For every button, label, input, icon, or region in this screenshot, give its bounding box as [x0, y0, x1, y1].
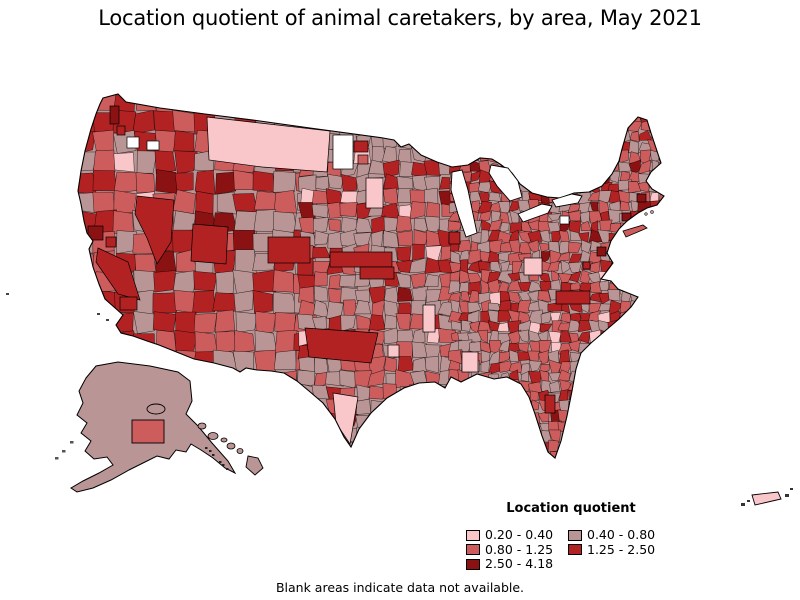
legend-item: 0.80 - 1.25 — [466, 541, 568, 558]
legend-swatch-bin2 — [568, 529, 582, 541]
legend-swatch-bin5 — [466, 558, 480, 570]
legend-label: 0.40 - 0.80 — [587, 527, 656, 543]
legend-item: 0.20 - 0.40 — [466, 528, 568, 543]
legend-label: 2.50 - 4.18 — [485, 556, 554, 572]
legend-label: 1.25 - 2.50 — [587, 541, 656, 557]
legend-swatch-bin4 — [568, 544, 582, 556]
hawaii — [197, 422, 264, 476]
figure-title: Location quotient of animal caretakers, … — [98, 6, 702, 30]
alaska — [55, 361, 237, 493]
legend-label: 0.20 - 0.40 — [485, 527, 554, 543]
legend-grid: 0.20 - 0.40 0.40 - 0.80 0.80 - 1.25 1.25… — [466, 528, 676, 572]
legend-swatch-bin1 — [466, 529, 480, 541]
legend-item: 1.25 - 2.50 — [568, 541, 668, 558]
legend-label: 0.80 - 1.25 — [485, 541, 554, 557]
legend-item: 2.50 - 4.18 — [466, 557, 568, 572]
footnote: Blank areas indicate data not available. — [275, 580, 525, 595]
great-lakes — [450, 164, 654, 238]
us-border-outline — [77, 93, 665, 459]
small-islands — [6, 293, 109, 321]
legend-item: 0.40 - 0.80 — [568, 528, 668, 543]
legend-swatch-bin3 — [466, 544, 480, 556]
legend-title: Location quotient — [506, 501, 636, 516]
puerto-rico — [741, 488, 793, 506]
map-legend: Location quotient 0.20 - 0.40 0.40 - 0.8… — [466, 501, 676, 572]
